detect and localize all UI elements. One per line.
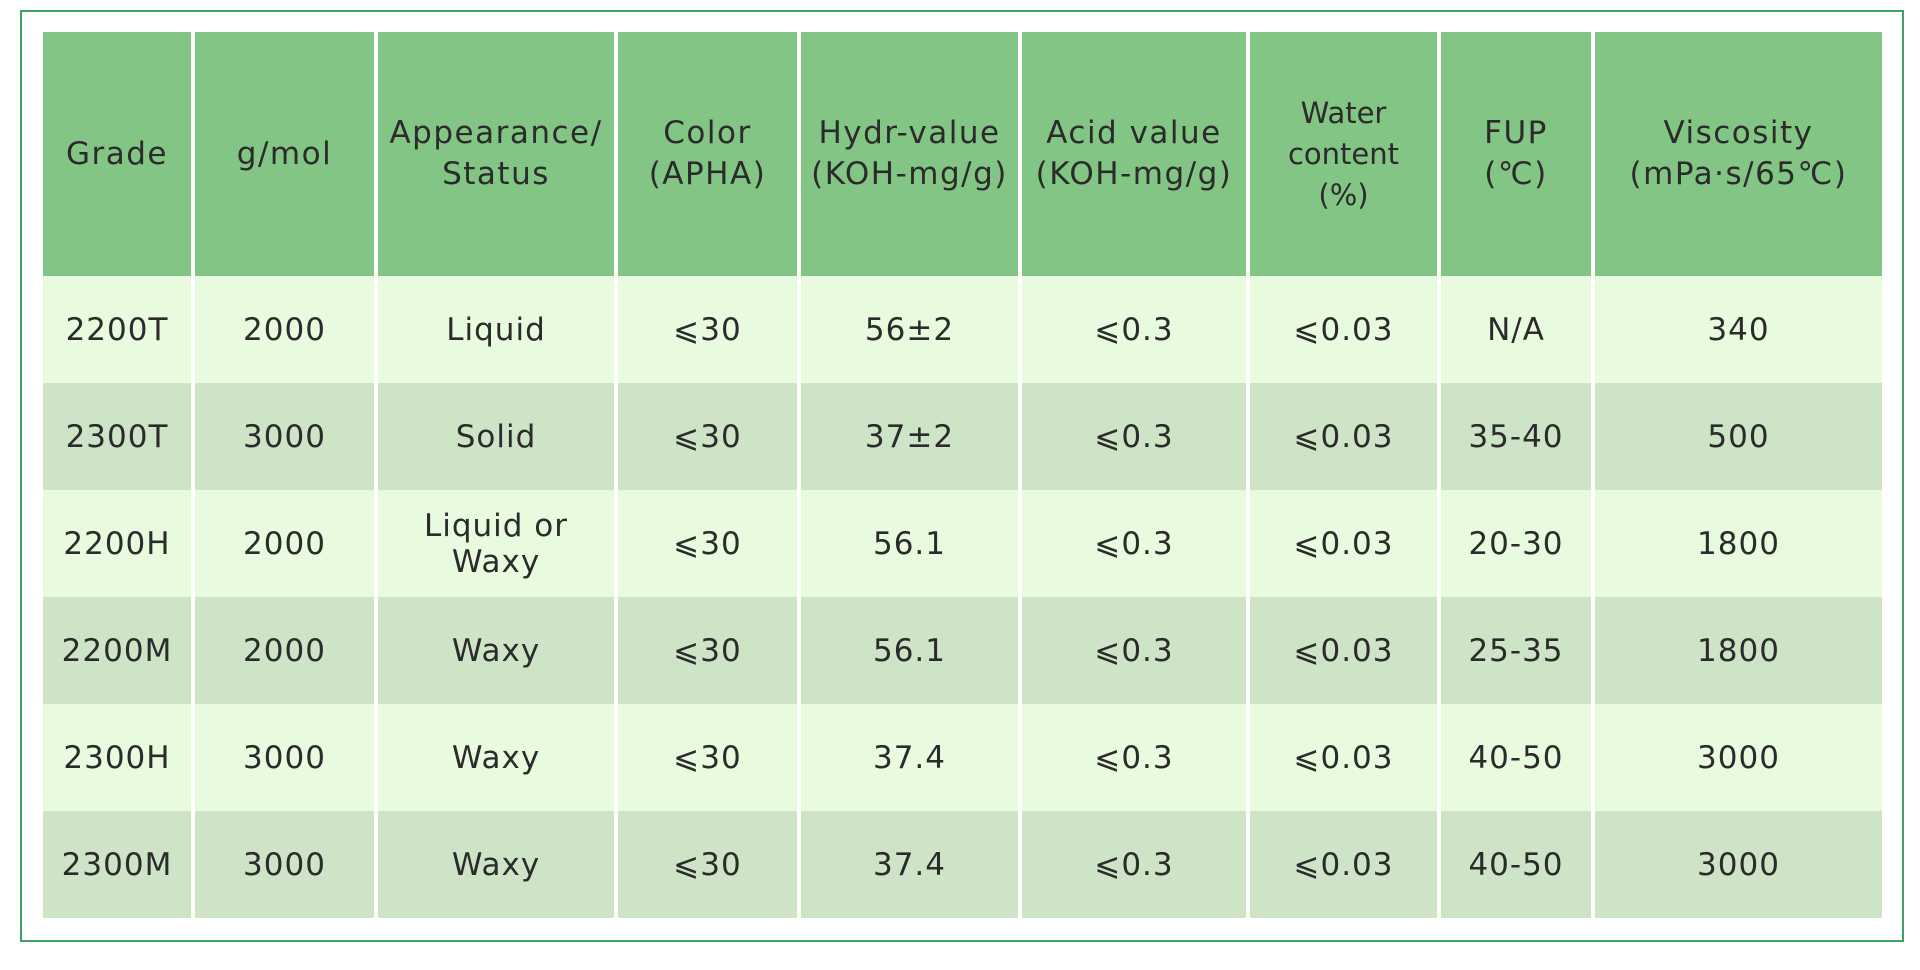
- header-text: FUP: [1484, 115, 1548, 151]
- cell-grade: 2200M: [43, 597, 195, 704]
- cell-viscosity: 3000: [1591, 704, 1882, 811]
- cell-water-content: ⩽0.03: [1246, 490, 1441, 597]
- header-acid-value: Acid value (KOH-mg/g): [1018, 32, 1250, 276]
- cell-appearance: Liquid or Waxy: [374, 490, 618, 597]
- cell-viscosity: 3000: [1591, 811, 1882, 918]
- cell-hydroxyl-value: 56.1: [797, 490, 1022, 597]
- cell-water-content: ⩽0.03: [1246, 597, 1441, 704]
- cell-viscosity: 340: [1591, 276, 1882, 383]
- cell-color: ⩽30: [614, 704, 801, 811]
- table-row: 2200T 2000 Liquid ⩽30 56±2 ⩽0.3 ⩽0.03 N/…: [43, 276, 1882, 383]
- cell-hydroxyl-value: 37.4: [797, 704, 1022, 811]
- header-viscosity: Viscosity (mPa·s/65℃): [1591, 32, 1882, 276]
- table-row: 2300M 3000 Waxy ⩽30 37.4 ⩽0.3 ⩽0.03 40-5…: [43, 811, 1882, 918]
- cell-color: ⩽30: [614, 597, 801, 704]
- header-appearance: Appearance/ Status: [374, 32, 618, 276]
- header-text: Appearance/: [389, 115, 603, 151]
- header-text: Acid value: [1046, 115, 1222, 151]
- cell-fup: 40-50: [1437, 704, 1595, 811]
- cell-viscosity: 500: [1591, 383, 1882, 490]
- cell-color: ⩽30: [614, 811, 801, 918]
- cell-grade: 2300T: [43, 383, 195, 490]
- cell-color: ⩽30: [614, 490, 801, 597]
- cell-viscosity: 1800: [1591, 597, 1882, 704]
- cell-grade: 2200T: [43, 276, 195, 383]
- cell-water-content: ⩽0.03: [1246, 704, 1441, 811]
- header-text: Viscosity: [1663, 115, 1814, 151]
- cell-fup: 20-30: [1437, 490, 1595, 597]
- table-row: 2300H 3000 Waxy ⩽30 37.4 ⩽0.3 ⩽0.03 40-5…: [43, 704, 1882, 811]
- header-text: (APHA): [648, 156, 767, 192]
- header-molar-mass: g/mol: [191, 32, 378, 276]
- header-text: Status: [442, 156, 550, 192]
- cell-acid-value: ⩽0.3: [1018, 704, 1250, 811]
- cell-grade: 2200H: [43, 490, 195, 597]
- cell-water-content: ⩽0.03: [1246, 276, 1441, 383]
- cell-color: ⩽30: [614, 276, 801, 383]
- table-row: 2300T 3000 Solid ⩽30 37±2 ⩽0.3 ⩽0.03 35-…: [43, 383, 1882, 490]
- cell-grade: 2300M: [43, 811, 195, 918]
- cell-fup: 40-50: [1437, 811, 1595, 918]
- cell-color: ⩽30: [614, 383, 801, 490]
- header-hydroxyl-value: Hydr-value (KOH-mg/g): [797, 32, 1022, 276]
- cell-acid-value: ⩽0.3: [1018, 276, 1250, 383]
- header-text: (KOH-mg/g): [1035, 156, 1233, 192]
- header-text: (KOH-mg/g): [811, 156, 1008, 192]
- cell-hydroxyl-value: 37.4: [797, 811, 1022, 918]
- table-row: 2200H 2000 Liquid or Waxy ⩽30 56.1 ⩽0.3 …: [43, 490, 1882, 597]
- cell-appearance: Waxy: [374, 597, 618, 704]
- header-color: Color (APHA): [614, 32, 801, 276]
- header-row: Grade g/mol Appearance/ Status Color (AP…: [43, 32, 1882, 276]
- cell-appearance: Waxy: [374, 704, 618, 811]
- cell-acid-value: ⩽0.3: [1018, 490, 1250, 597]
- cell-fup: 25-35: [1437, 597, 1595, 704]
- cell-hydroxyl-value: 56.1: [797, 597, 1022, 704]
- cell-hydroxyl-value: 56±2: [797, 276, 1022, 383]
- cell-molar-mass: 2000: [191, 276, 378, 383]
- cell-acid-value: ⩽0.3: [1018, 811, 1250, 918]
- cell-water-content: ⩽0.03: [1246, 383, 1441, 490]
- cell-appearance: Liquid: [374, 276, 618, 383]
- header-water-content: Water content (%): [1246, 32, 1441, 276]
- header-text: Grade: [65, 135, 168, 172]
- cell-acid-value: ⩽0.3: [1018, 597, 1250, 704]
- header-text: g/mol: [236, 135, 333, 172]
- cell-acid-value: ⩽0.3: [1018, 383, 1250, 490]
- header-text: Color: [663, 115, 752, 151]
- cell-fup: 35-40: [1437, 383, 1595, 490]
- header-grade: Grade: [43, 32, 195, 276]
- cell-viscosity: 1800: [1591, 490, 1882, 597]
- cell-water-content: ⩽0.03: [1246, 811, 1441, 918]
- cell-molar-mass: 3000: [191, 811, 378, 918]
- table-row: 2200M 2000 Waxy ⩽30 56.1 ⩽0.3 ⩽0.03 25-3…: [43, 597, 1882, 704]
- cell-molar-mass: 2000: [191, 597, 378, 704]
- cell-fup: N/A: [1437, 276, 1595, 383]
- header-text: Water: [1300, 95, 1387, 130]
- cell-hydroxyl-value: 37±2: [797, 383, 1022, 490]
- spec-table: Grade g/mol Appearance/ Status Color (AP…: [43, 32, 1882, 918]
- header-fup: FUP (℃): [1437, 32, 1595, 276]
- header-text: content: [1287, 136, 1400, 171]
- cell-appearance: Solid: [374, 383, 618, 490]
- header-text: Hydr-value: [818, 115, 1001, 151]
- cell-appearance: Waxy: [374, 811, 618, 918]
- cell-molar-mass: 2000: [191, 490, 378, 597]
- cell-molar-mass: 3000: [191, 704, 378, 811]
- header-text: (℃): [1484, 156, 1548, 192]
- header-text: (mPa·s/65℃): [1629, 156, 1848, 192]
- cell-molar-mass: 3000: [191, 383, 378, 490]
- cell-grade: 2300H: [43, 704, 195, 811]
- header-text: (%): [1318, 177, 1369, 212]
